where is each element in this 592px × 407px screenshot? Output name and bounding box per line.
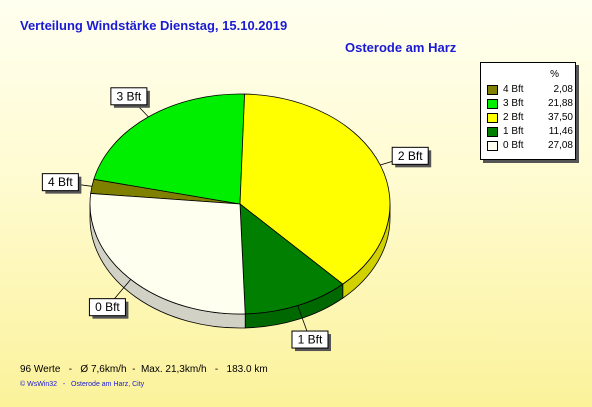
legend-row-0-bft: 0 Bft 27,08 <box>487 140 573 152</box>
slice-label-3-bft: 3 Bft <box>110 87 150 108</box>
footer-stats: 96 Werte - Ø 7,6km/h - Max. 21,3km/h - 1… <box>20 364 268 375</box>
legend-row-4-bft: 4 Bft 2,08 <box>487 84 573 96</box>
legend: % 4 Bft 2,08 3 Bft 21,88 2 Bft 37,50 1 Bft 11,4… <box>480 62 576 160</box>
legend-swatch <box>487 141 498 151</box>
legend-swatch <box>487 99 498 109</box>
legend-swatch <box>487 113 498 123</box>
legend-value: 37,50 <box>547 112 573 123</box>
pie-slice-0-bft <box>89 193 246 315</box>
svg-text:0 Bft: 0 Bft <box>95 300 120 314</box>
slice-label-1-bft: 1 Bft <box>291 330 331 352</box>
legend-value: 27,08 <box>547 140 573 151</box>
slice-label-4-bft: 4 Bft <box>41 173 82 194</box>
pie-slice-1-bft <box>239 203 344 315</box>
legend-row-1-bft: 1 Bft 11,46 <box>487 126 573 138</box>
legend-label: 2 Bft <box>503 112 524 123</box>
legend-row-2-bft: 2 Bft 37,50 <box>487 112 573 124</box>
legend-label: 3 Bft <box>503 98 524 109</box>
chart-title: Verteilung Windstärke Dienstag, 15.10.20… <box>20 18 288 33</box>
legend-value: 11,46 <box>548 126 573 137</box>
svg-text:4 Bft: 4 Bft <box>48 175 73 189</box>
legend-row-3-bft: 3 Bft 21,88 <box>487 98 573 110</box>
legend-value: 2,08 <box>553 84 573 95</box>
legend-label: 1 Bft <box>503 126 524 137</box>
slice-label-0-bft: 0 Bft <box>88 298 129 319</box>
pie-slice-2-bft <box>239 93 391 285</box>
slice-label-2-bft: 2 Bft <box>391 146 432 168</box>
legend-swatch <box>487 127 498 137</box>
legend-label: 4 Bft <box>503 84 524 95</box>
station-name: Osterode am Harz <box>345 40 457 55</box>
legend-swatch <box>487 85 498 95</box>
legend-value: 21,88 <box>547 98 573 109</box>
legend-label: 0 Bft <box>503 140 524 151</box>
svg-text:2 Bft: 2 Bft <box>398 149 423 163</box>
svg-text:1 Bft: 1 Bft <box>298 333 323 347</box>
svg-text:3 Bft: 3 Bft <box>117 89 142 103</box>
legend-unit: % <box>550 69 559 80</box>
pie-slice-3-bft <box>93 93 246 205</box>
footer-credit: © WsWin32 - Osterode am Harz, City <box>20 381 145 388</box>
